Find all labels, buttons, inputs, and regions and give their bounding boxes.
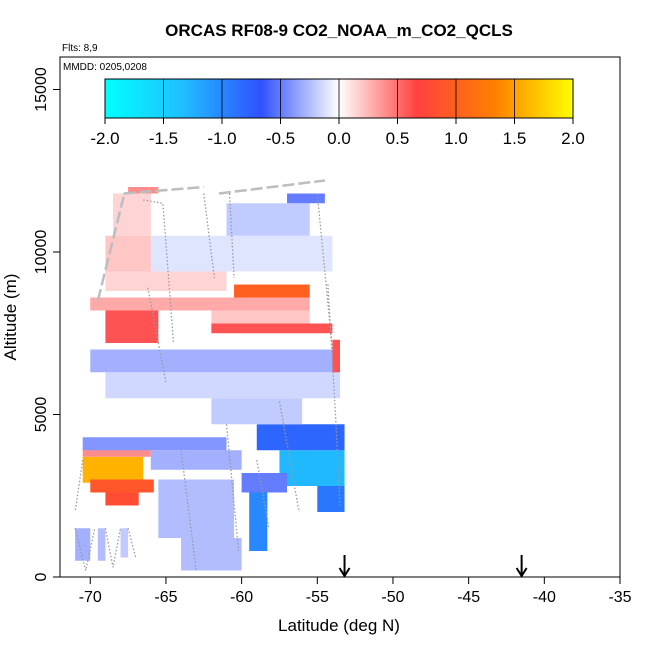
x-tick-label: -40 (533, 589, 556, 606)
heatmap-cell (332, 339, 340, 373)
flight-track (225, 424, 240, 552)
colorbar-tick-label: 0.0 (327, 129, 351, 148)
x-tick-label: -70 (79, 589, 102, 606)
flight-track (104, 528, 122, 568)
heatmap-cell (150, 235, 333, 272)
x-axis: -70 -65 -60 -55 -50 -45 -40 -35 (79, 576, 632, 606)
y-axis: 0 5000 10000 15000 (33, 67, 61, 581)
colorbar-tick-label: -1.0 (207, 129, 236, 148)
colorbar-tick-label: 1.0 (444, 129, 468, 148)
flight-track (256, 459, 270, 529)
heatmap-cell (82, 437, 227, 451)
flight-track (180, 450, 197, 571)
heatmap-cell (128, 187, 159, 194)
flight-track (74, 459, 84, 513)
colorbar: -2.0 -1.5 -1.0 -0.5 0.0 0.5 1.0 1.5 2.0 (90, 78, 585, 148)
flight-tracks (74, 179, 341, 571)
y-tick-label: 0 (33, 572, 50, 581)
x-axis-label: Latitude (deg N) (278, 616, 400, 635)
heatmap-cell (226, 203, 310, 236)
heatmap-cell (211, 323, 333, 334)
flight-track (143, 199, 175, 344)
heatmap-cell (105, 492, 139, 506)
y-axis-label: Altitude (m) (1, 274, 20, 361)
heatmap-cell (97, 528, 106, 561)
heatmap-cell (82, 447, 151, 457)
heatmap-cell (75, 528, 91, 561)
heatmap-cell (241, 473, 288, 493)
y-tick-label: 10000 (33, 230, 50, 275)
flight-track (203, 193, 216, 279)
heatmap-cell (211, 310, 310, 324)
x-tick-label: -50 (381, 589, 404, 606)
heatmap-cells (75, 187, 345, 571)
heatmap-cell (256, 424, 345, 451)
colorbar-tick-label: 2.0 (561, 129, 585, 148)
colorbar-tick-label: -0.5 (266, 129, 295, 148)
chart-title: ORCAS RF08-9 CO2_NOAA_m_CO2_QCLS (165, 21, 513, 40)
latitude-arrows (338, 555, 528, 578)
heatmap-cell (150, 450, 242, 470)
heatmap-cell (82, 456, 144, 483)
colorbar-tick-label: -1.5 (149, 129, 178, 148)
heatmap-cell (158, 479, 235, 538)
flights-note: Flts: 8,9 (62, 43, 98, 54)
flight-track (74, 528, 96, 571)
heatmap-cell (287, 193, 325, 204)
heatmap-cell (105, 372, 341, 399)
arrow-head-icon (338, 567, 351, 578)
x-tick-label: -55 (306, 589, 329, 606)
heatmap-cell (105, 271, 227, 291)
y-tick-label: 15000 (33, 67, 50, 112)
heatmap-cell (279, 450, 345, 486)
flight-track (96, 196, 125, 302)
heatmap-cell (181, 538, 242, 571)
y-tick-label: 5000 (33, 397, 50, 433)
flight-track (123, 185, 204, 195)
flight-track (327, 284, 341, 506)
x-tick-label: -45 (457, 589, 480, 606)
heatmap-cell (120, 528, 129, 558)
x-tick-label: -65 (154, 589, 177, 606)
colorbar-tick-label: -2.0 (90, 129, 119, 148)
heatmap-cell (211, 398, 303, 425)
flight-track (218, 179, 326, 195)
colorbar-tick-label: 0.5 (386, 129, 410, 148)
heatmap-cell (105, 310, 159, 343)
colorbar-tick-label: 1.5 (503, 129, 527, 148)
x-tick-label: -60 (230, 589, 253, 606)
flight-track (278, 401, 300, 513)
heatmap-cell (317, 486, 345, 512)
heatmap-cell (249, 492, 268, 551)
date-note: MMDD: 0205,0208 (63, 62, 147, 73)
heatmap-cell (105, 235, 151, 272)
arrow-head-icon (515, 567, 528, 578)
heatmap-cell (90, 349, 341, 373)
heatmap-cell (90, 297, 310, 311)
flight-track (228, 193, 235, 279)
flight-track (127, 528, 137, 558)
heatmap-cell (234, 284, 310, 298)
heatmap-cell (90, 479, 154, 493)
x-tick-label: -35 (608, 589, 631, 606)
